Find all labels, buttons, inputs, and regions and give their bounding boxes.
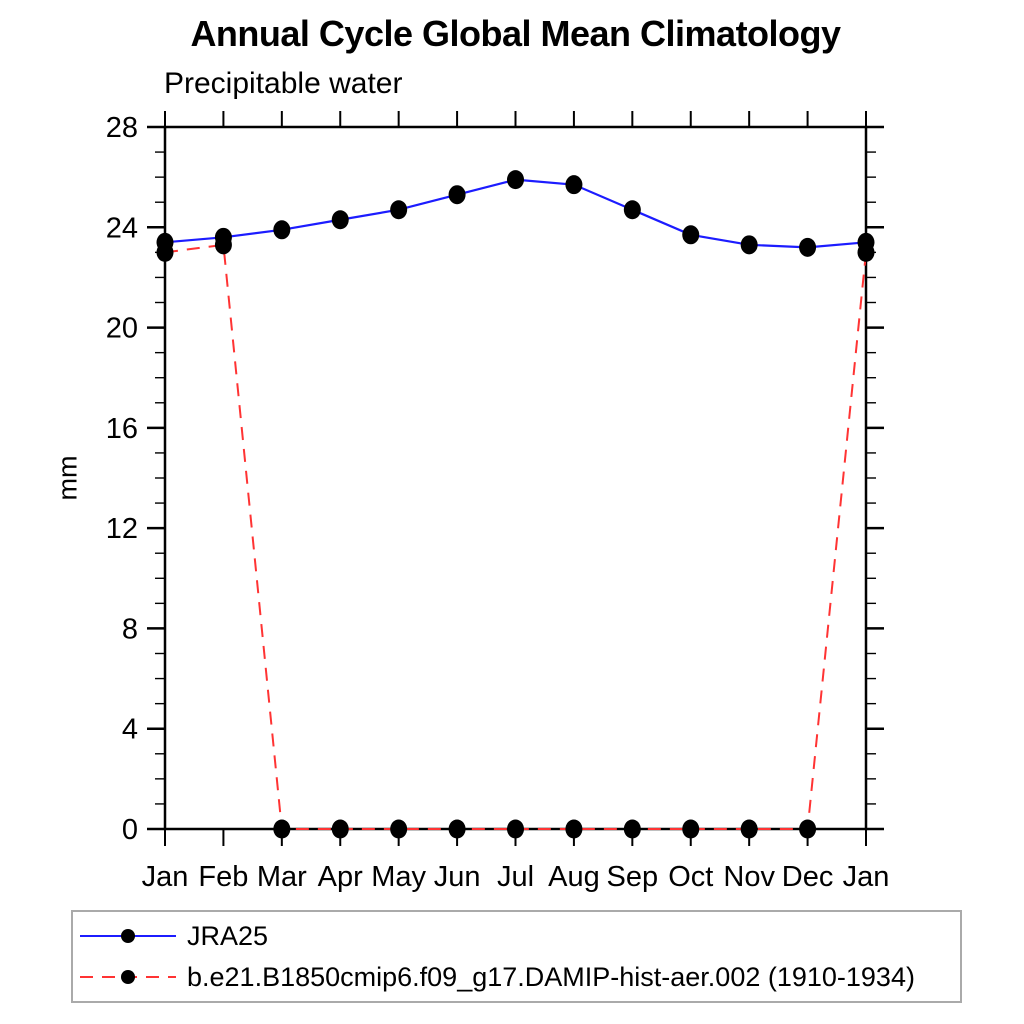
svg-text:28: 28 <box>106 112 138 144</box>
y-axis-ticks <box>147 125 884 831</box>
legend-line-sample-2 <box>80 970 176 984</box>
svg-text:4: 4 <box>122 714 138 746</box>
svg-text:12: 12 <box>106 513 138 545</box>
svg-text:Oct: Oct <box>668 861 713 893</box>
series-line-2 <box>164 243 867 830</box>
legend-line-sample-1 <box>80 929 176 943</box>
svg-text:May: May <box>371 861 426 893</box>
svg-text:0: 0 <box>122 814 138 846</box>
axes <box>147 111 884 846</box>
svg-text:Jan: Jan <box>843 861 890 893</box>
svg-text:8: 8 <box>122 613 138 645</box>
svg-text:Dec: Dec <box>782 861 834 893</box>
series-line-1 <box>164 178 867 249</box>
x-tick-labels: Jan Feb Mar Apr May Jun Jul Aug Sep Oct Nov Dec Jan <box>142 861 890 893</box>
svg-text:24: 24 <box>106 212 138 244</box>
svg-text:16: 16 <box>106 413 138 445</box>
svg-text:Aug: Aug <box>548 861 600 893</box>
x-axis-ticks <box>164 111 867 846</box>
svg-text:Jun: Jun <box>434 861 481 893</box>
legend-item-label: JRA25 <box>187 920 269 951</box>
svg-text:Feb: Feb <box>198 861 248 893</box>
data-point-markers-2 <box>156 235 875 839</box>
chart-subtitle: Precipitable water <box>164 67 403 100</box>
svg-text:Nov: Nov <box>723 861 775 893</box>
svg-text:Jan: Jan <box>142 861 189 893</box>
svg-text:Mar: Mar <box>257 861 307 893</box>
svg-text:Apr: Apr <box>318 861 363 893</box>
svg-text:Jul: Jul <box>497 861 534 893</box>
chart-title: Annual Cycle Global Mean Climatology <box>190 13 841 54</box>
legend-box: JRA25 b.e21.B1850cmip6.f09_g17.DAMIP-hist… <box>71 910 962 1003</box>
y-tick-labels: 0 4 8 12 16 20 24 28 <box>106 112 138 846</box>
data-point-markers-1 <box>156 170 875 257</box>
svg-text:Sep: Sep <box>607 861 659 893</box>
legend-item-label: b.e21.B1850cmip6.f09_g17.DAMIP-hist-aer.… <box>187 961 915 992</box>
legend-item-2: b.e21.B1850cmip6.f09_g17.DAMIP-hist-aer.… <box>73 957 960 998</box>
svg-text:20: 20 <box>106 313 138 345</box>
legend-item-1: JRA25 <box>73 916 960 957</box>
